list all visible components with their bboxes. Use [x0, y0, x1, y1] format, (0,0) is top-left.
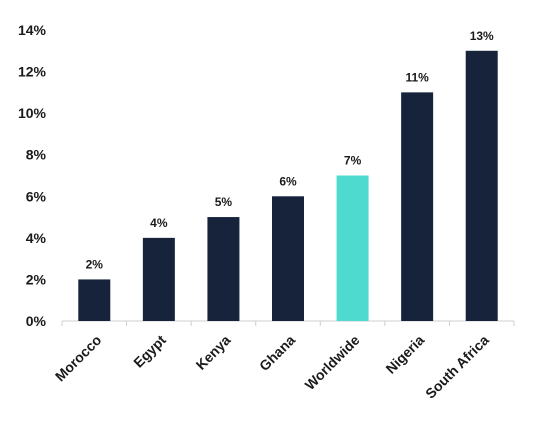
category-label: Kenya [193, 332, 234, 373]
y-tick-label: 6% [26, 188, 47, 204]
data-label: 2% [86, 257, 104, 271]
data-label: 7% [344, 154, 362, 168]
bar-nigeria [401, 92, 434, 321]
data-label: 13% [470, 29, 494, 43]
bar-ghana [272, 196, 304, 321]
data-label: 11% [405, 70, 429, 84]
bar-kenya [207, 217, 240, 321]
y-tick-label: 4% [26, 230, 47, 246]
bar-egypt [142, 237, 175, 321]
x-axis [61, 320, 515, 326]
y-tick-label: 12% [18, 64, 47, 80]
data-label: 4% [150, 216, 168, 230]
bar-south-africa [465, 50, 498, 322]
y-tick-label: 10% [18, 105, 47, 121]
category-label: Egypt [130, 332, 169, 371]
category-label: Morocco [52, 332, 105, 385]
data-label: 6% [279, 174, 297, 188]
category-label: South Africa [422, 332, 492, 402]
y-tick-label: 0% [26, 313, 47, 329]
data-label: 5% [215, 195, 233, 209]
bars [78, 50, 498, 322]
y-axis: 0% 2% 4% 6% 8% 10% 12% 14% [18, 22, 47, 329]
category-label: Ghana [256, 332, 298, 374]
category-label: Worldwide [302, 332, 363, 393]
bar-morocco [78, 279, 111, 321]
data-labels: 2% 4% 5% 6% 7% 11% 13% [86, 29, 494, 272]
category-labels: Morocco Egypt Kenya Ghana Worldwide NigeriaSo… [52, 332, 492, 402]
y-tick-label: 8% [26, 147, 47, 163]
y-tick-label: 14% [18, 22, 47, 38]
bar-worldwide [336, 175, 369, 321]
y-tick-label: 2% [26, 271, 47, 287]
category-label: Nigeria [382, 332, 427, 377]
